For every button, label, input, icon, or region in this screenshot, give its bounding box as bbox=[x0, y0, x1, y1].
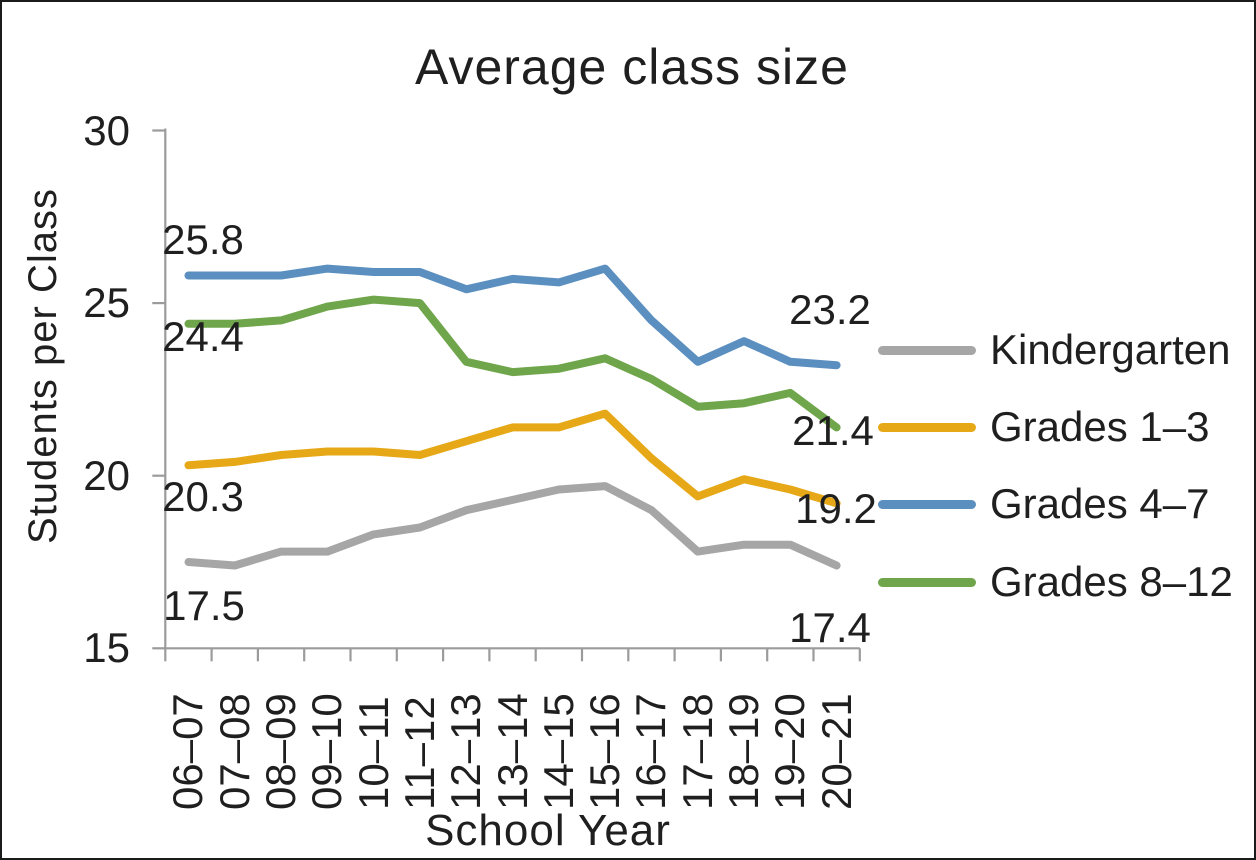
legend-swatch bbox=[878, 499, 976, 509]
y-tick-label: 25 bbox=[83, 279, 130, 327]
legend-label: Grades 4–7 bbox=[990, 480, 1210, 527]
chart-title: Average class size bbox=[415, 39, 849, 95]
x-tick-label: 13–14 bbox=[488, 693, 536, 810]
legend: Kindergarten Grades 1–3 Grades 4–7 Grades 8… bbox=[878, 2, 1254, 858]
x-tick-label: 10–11 bbox=[349, 696, 397, 810]
x-tick-label: 16–17 bbox=[627, 693, 675, 810]
legend-swatch bbox=[878, 422, 976, 432]
data-label-17.4: 17.4 bbox=[789, 604, 871, 651]
data-label-21.4: 21.4 bbox=[792, 407, 874, 454]
x-tick-label: 14–15 bbox=[534, 693, 582, 810]
x-axis-title: School Year bbox=[425, 806, 671, 855]
legend-label: Grades 8–12 bbox=[990, 558, 1233, 605]
x-tick-label: 20–21 bbox=[812, 693, 860, 810]
legend-label: Kindergarten bbox=[990, 326, 1231, 373]
x-tick-label: 15–16 bbox=[581, 693, 629, 810]
x-tick-label: 18–19 bbox=[720, 693, 768, 810]
y-tick-label: 15 bbox=[83, 624, 130, 672]
series-line-grades-1-3 bbox=[184, 409, 841, 508]
data-label-17.5: 17.5 bbox=[163, 582, 245, 629]
data-label-25.8: 25.8 bbox=[162, 216, 244, 263]
data-label-20.3: 20.3 bbox=[162, 473, 244, 520]
legend-item-grades-4-7: Grades 4–7 bbox=[878, 478, 1209, 530]
series-line-grades-8-12 bbox=[184, 295, 841, 432]
data-label-19.2: 19.2 bbox=[795, 485, 877, 532]
y-tick-label: 20 bbox=[83, 451, 130, 499]
data-label-23.2: 23.2 bbox=[789, 286, 871, 333]
legend-item-grades-8-12: Grades 8–12 bbox=[878, 556, 1233, 608]
x-tick-label: 06–07 bbox=[164, 693, 212, 810]
x-tick-label: 12–13 bbox=[442, 693, 490, 810]
legend-item-kindergarten: Kindergarten bbox=[878, 324, 1231, 376]
data-label-24.4: 24.4 bbox=[162, 313, 244, 360]
legend-swatch bbox=[878, 577, 976, 587]
x-tick-label: 09–10 bbox=[303, 693, 351, 810]
series-line-kindergarten bbox=[184, 482, 841, 570]
x-tick-label: 07–08 bbox=[210, 693, 258, 810]
series-line-grades-4-7 bbox=[184, 264, 841, 370]
x-tick-label: 08–09 bbox=[257, 693, 305, 810]
x-tick-label: 17–18 bbox=[673, 693, 721, 810]
legend-label: Grades 1–3 bbox=[990, 403, 1210, 450]
y-axis-title: Students per Class bbox=[21, 188, 65, 544]
legend-swatch bbox=[878, 345, 976, 355]
x-tick-label: 19–20 bbox=[766, 693, 814, 810]
x-tick-label: 11–12 bbox=[395, 696, 443, 810]
y-tick-label: 30 bbox=[83, 106, 130, 154]
legend-item-grades-1-3: Grades 1–3 bbox=[878, 401, 1209, 453]
